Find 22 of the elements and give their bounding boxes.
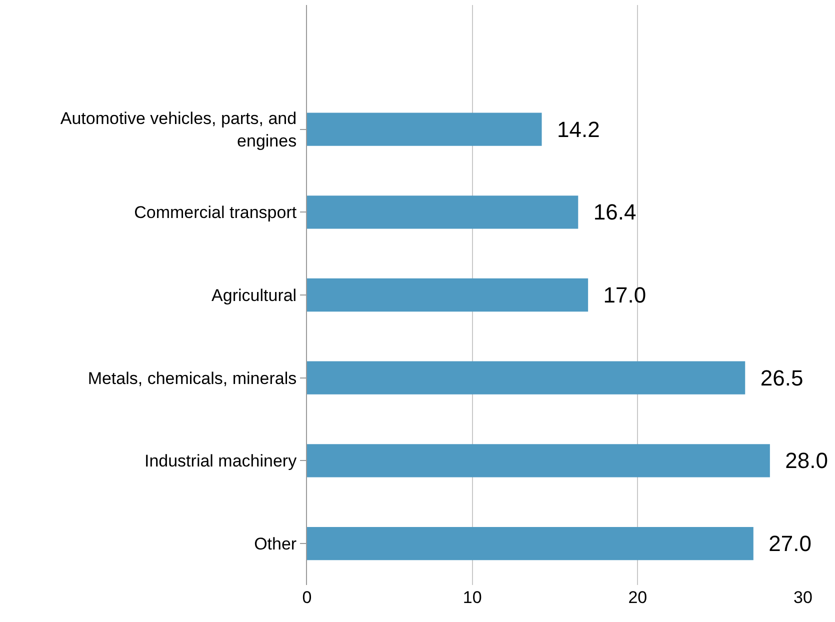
y-tick-label: Commercial transport [134, 203, 297, 222]
y-tick-label: Industrial machinery [144, 452, 298, 471]
bar [307, 112, 542, 146]
y-tick-label: Other [254, 534, 297, 554]
x-tick-label: 30 [794, 588, 812, 607]
bar [307, 278, 588, 312]
x-tick-label: 10 [462, 588, 482, 607]
data-label: 16.4 [581, 200, 636, 225]
data-label: 26.5 [748, 365, 804, 390]
bar [307, 196, 578, 229]
data-label: 27.0 [756, 531, 812, 556]
y-tick-label: Metals, chemicals, minerals [88, 368, 297, 388]
data-label: 14.2 [544, 116, 600, 142]
bar [307, 527, 754, 560]
bar [307, 361, 746, 394]
x-tick-label: 20 [628, 588, 648, 607]
y-tick-label: Agricultural [212, 286, 297, 305]
bar [307, 444, 770, 478]
x-tick-label: 0 [302, 588, 312, 607]
data-label: 28.0 [772, 448, 828, 474]
y-tick-label: Automotive vehicles, parts, and engines [60, 109, 297, 150]
data-label: 17.0 [591, 282, 646, 308]
